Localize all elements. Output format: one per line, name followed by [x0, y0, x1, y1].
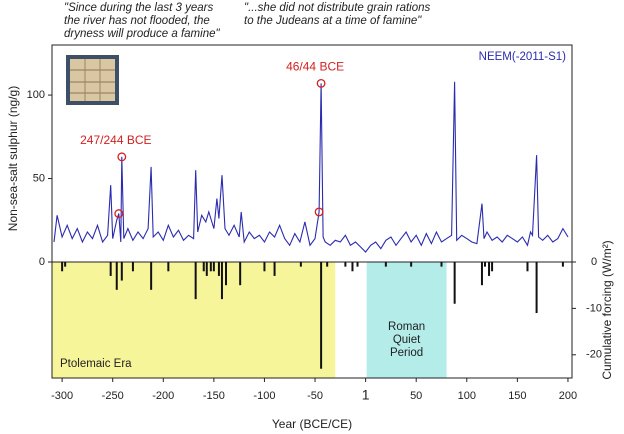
quote: dryness will produce a famine" — [64, 28, 220, 40]
forcing-bar — [194, 262, 197, 300]
forcing-bar — [239, 262, 242, 286]
forcing-bar — [61, 262, 64, 272]
highlight-label: 247/244 BCE — [80, 133, 151, 147]
y-tick-label: 0 — [39, 256, 45, 268]
quote: "...she did not distribute grain rations — [244, 2, 431, 14]
forcing-bar — [356, 262, 359, 267]
y2-tick-label: -20 — [586, 349, 602, 361]
region-label: Ptolemaic Era — [60, 358, 132, 370]
forcing-bar — [344, 262, 347, 267]
x-tick-label: 50 — [410, 390, 422, 402]
highlight-marker — [314, 207, 324, 217]
forcing-bar — [64, 262, 67, 267]
x-tick-label: 150 — [508, 390, 526, 402]
forcing-bar — [440, 262, 443, 267]
forcing-bar — [150, 262, 153, 290]
region — [366, 262, 447, 378]
forcing-bar — [384, 262, 387, 267]
forcing-bar — [326, 262, 329, 267]
forcing-bar — [320, 262, 323, 369]
data-line — [53, 81, 569, 253]
forcing-bar — [263, 262, 266, 272]
region-label: Period — [390, 347, 423, 359]
forcing-bar — [483, 262, 486, 267]
x-tick-label: -300 — [51, 390, 73, 402]
x-tick-label: -200 — [152, 390, 174, 402]
papyrus-inset — [66, 55, 119, 105]
forcing-bar — [299, 262, 302, 267]
x-tick-label: -250 — [102, 390, 124, 402]
forcing-bar — [212, 262, 215, 272]
forcing-bar — [202, 262, 205, 272]
region — [52, 262, 336, 378]
plot-frame — [51, 44, 573, 379]
forcing-bar — [115, 262, 118, 290]
highlight-marker — [117, 152, 127, 162]
forcing-bar — [167, 262, 170, 272]
x-tick-label: 1 — [362, 387, 370, 403]
quote: to the Judeans at a time of famine" — [244, 15, 422, 27]
highlight-marker — [316, 78, 326, 88]
region-label: Roman — [388, 321, 425, 333]
highlight-marker — [114, 209, 124, 219]
highlight-label: 46/44 BCE — [286, 60, 344, 74]
forcing-bar — [209, 262, 212, 272]
forcing-bar — [217, 262, 220, 276]
x-tick-label: 200 — [559, 390, 577, 402]
forcing-bar — [410, 262, 413, 267]
quote: "Since during the last 3 years — [64, 2, 213, 14]
forcing-bar — [491, 262, 494, 272]
forcing-bar — [453, 262, 456, 304]
forcing-bar — [561, 262, 564, 267]
forcing-bar — [205, 262, 208, 276]
y-axis-label: Non-sea-salt sulphur (ng/g) — [6, 86, 20, 231]
y-tick-label: 50 — [33, 172, 45, 184]
forcing-bar — [131, 262, 134, 272]
x-tick-label: 100 — [458, 390, 476, 402]
forcing-bar — [480, 262, 483, 286]
y2-tick-label: -10 — [586, 302, 602, 314]
y2-axis-label: Cumulative forcing (W/m²) — [600, 240, 614, 379]
y-tick-label: 100 — [27, 89, 45, 101]
forcing-bar — [273, 262, 276, 276]
x-tick-label: -150 — [203, 390, 225, 402]
region-label: Quiet — [393, 334, 421, 346]
x-tick-label: -50 — [307, 390, 323, 402]
forcing-bar — [225, 262, 228, 286]
forcing-bar — [535, 262, 538, 314]
legend-entry: NEEM(-2011-S1) — [479, 51, 567, 63]
forcing-bar — [220, 262, 223, 300]
y2-tick-label: 0 — [591, 256, 597, 268]
x-tick-label: -100 — [253, 390, 275, 402]
forcing-bar — [488, 262, 491, 276]
forcing-bar — [120, 262, 123, 281]
forcing-bar — [109, 262, 112, 276]
x-axis-label: Year (BCE/CE) — [272, 417, 352, 431]
quote: the river has not flooded, the — [64, 15, 210, 27]
forcing-bar — [526, 262, 529, 272]
forcing-bar — [351, 262, 354, 272]
